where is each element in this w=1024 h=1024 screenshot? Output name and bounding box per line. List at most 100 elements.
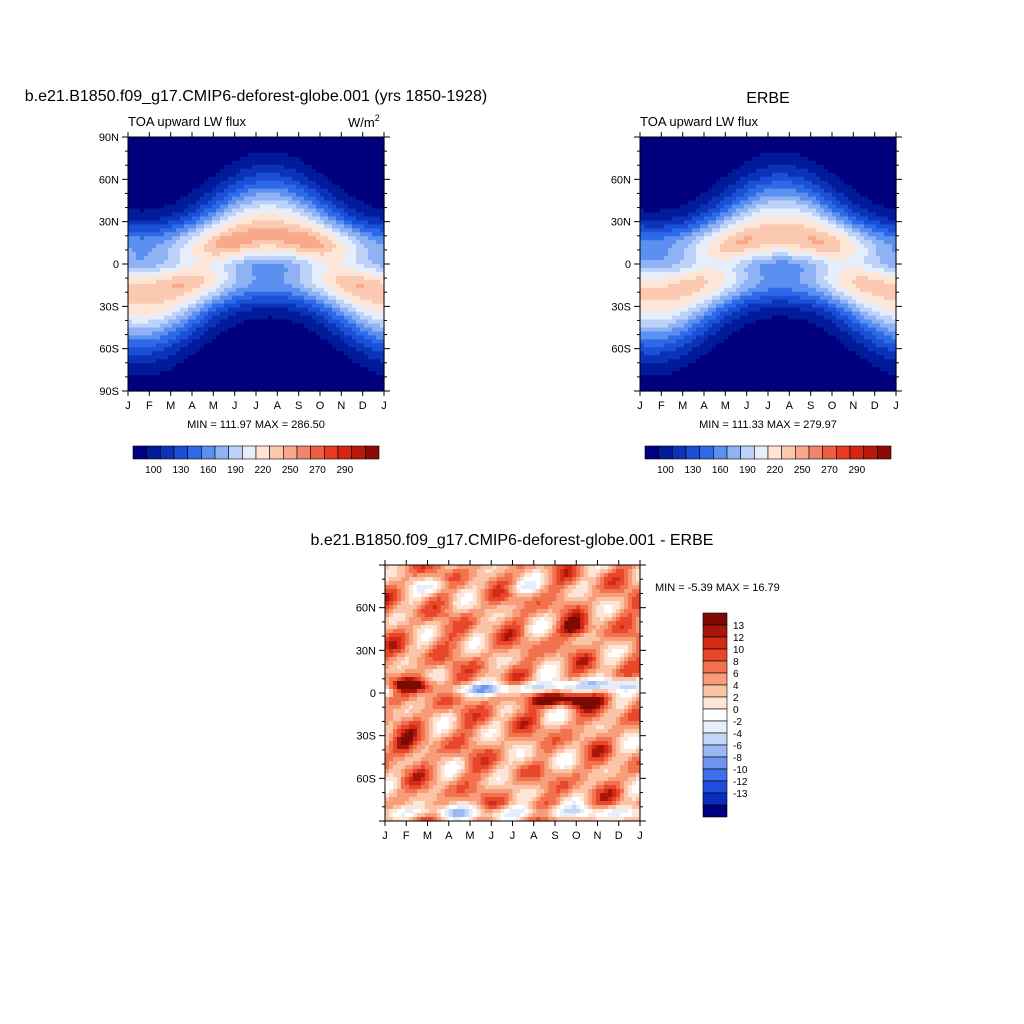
field-cell <box>304 267 309 273</box>
field-cell <box>140 271 145 277</box>
field-cell <box>664 196 669 202</box>
field-cell <box>308 204 313 210</box>
field-cell <box>196 307 201 313</box>
field-cell <box>324 291 329 297</box>
field-cell <box>188 379 193 384</box>
field-cell <box>264 137 269 142</box>
field-cell <box>208 343 213 348</box>
field-cell <box>312 188 317 194</box>
field-cell <box>324 176 329 182</box>
field-cell <box>172 347 177 352</box>
field-cell <box>132 311 137 317</box>
field-cell <box>676 228 681 233</box>
field-cell <box>668 351 673 356</box>
field-cell <box>140 291 145 297</box>
field-cell <box>296 339 301 344</box>
field-cell <box>324 315 329 321</box>
field-cell <box>268 168 273 174</box>
field-cell <box>648 248 653 253</box>
field-cell <box>668 327 673 333</box>
field-cell <box>252 343 257 348</box>
field-cell <box>140 168 145 174</box>
x-tick-label: S <box>295 400 302 412</box>
field-cell <box>380 299 385 305</box>
field-cell <box>280 260 285 265</box>
field-cell <box>332 228 337 233</box>
field-cell <box>268 275 273 281</box>
field-cell <box>264 176 269 182</box>
field-cell <box>680 307 685 313</box>
field-cell <box>192 208 197 214</box>
field-cell <box>192 367 197 372</box>
field-cell <box>640 379 645 384</box>
field-cell <box>264 295 269 301</box>
field-cell <box>128 367 133 372</box>
field-cell <box>196 236 201 241</box>
field-cell <box>224 252 229 257</box>
field-cell <box>340 252 345 257</box>
field-cell <box>220 256 225 261</box>
field-cell <box>668 256 673 261</box>
field-cell <box>144 260 149 265</box>
field-cell <box>128 260 133 265</box>
colorbar-label: 100 <box>145 465 162 476</box>
field-cell <box>372 264 377 269</box>
field-cell <box>216 331 221 337</box>
field-cell <box>684 256 689 261</box>
field-cell <box>212 137 217 142</box>
field-cell <box>240 224 245 229</box>
field-cell <box>240 387 245 392</box>
field-cell <box>280 351 285 356</box>
field-cell <box>140 164 145 170</box>
field-cell <box>308 176 313 182</box>
field-cell <box>228 176 233 182</box>
field-cell <box>304 176 309 182</box>
field-cell <box>248 156 253 162</box>
field-cell <box>372 307 377 313</box>
field-cell <box>248 355 253 360</box>
field-cell <box>172 164 177 170</box>
field-cell <box>356 271 361 277</box>
field-cell <box>668 152 673 158</box>
field-cell <box>268 232 273 237</box>
field-cell <box>300 260 305 265</box>
field-cell <box>672 176 677 182</box>
field-cell <box>328 339 333 344</box>
field-cell <box>308 355 313 360</box>
field-cell <box>220 367 225 372</box>
field-cell <box>260 248 265 253</box>
field-cell <box>276 188 281 194</box>
field-cell <box>372 387 377 392</box>
field-cell <box>264 180 269 186</box>
field-cell <box>300 228 305 233</box>
field-cell <box>376 339 381 344</box>
field-cell <box>292 260 297 265</box>
field-cell <box>376 267 381 273</box>
field-cell <box>352 196 357 202</box>
field-cell <box>336 248 341 253</box>
field-cell <box>216 172 221 178</box>
field-cell <box>292 200 297 206</box>
field-cell <box>268 363 273 368</box>
field-cell <box>176 256 181 261</box>
field-cell <box>276 204 281 210</box>
field-cell <box>248 323 253 329</box>
field-cell <box>656 240 661 245</box>
field-cell <box>136 208 141 214</box>
field-cell <box>168 303 173 309</box>
field-cell <box>368 232 373 237</box>
field-cell <box>656 375 661 380</box>
field-cell <box>132 347 137 352</box>
field-cell <box>352 275 357 281</box>
field-cell <box>348 291 353 297</box>
field-cell <box>188 283 193 289</box>
field-cell <box>276 335 281 341</box>
field-cell <box>356 232 361 237</box>
field-cell <box>280 256 285 261</box>
field-cell <box>208 311 213 317</box>
field-cell <box>272 283 277 289</box>
field-cell <box>312 347 317 352</box>
field-cell <box>220 267 225 273</box>
field-cell <box>652 311 657 317</box>
field-cell <box>368 176 373 182</box>
